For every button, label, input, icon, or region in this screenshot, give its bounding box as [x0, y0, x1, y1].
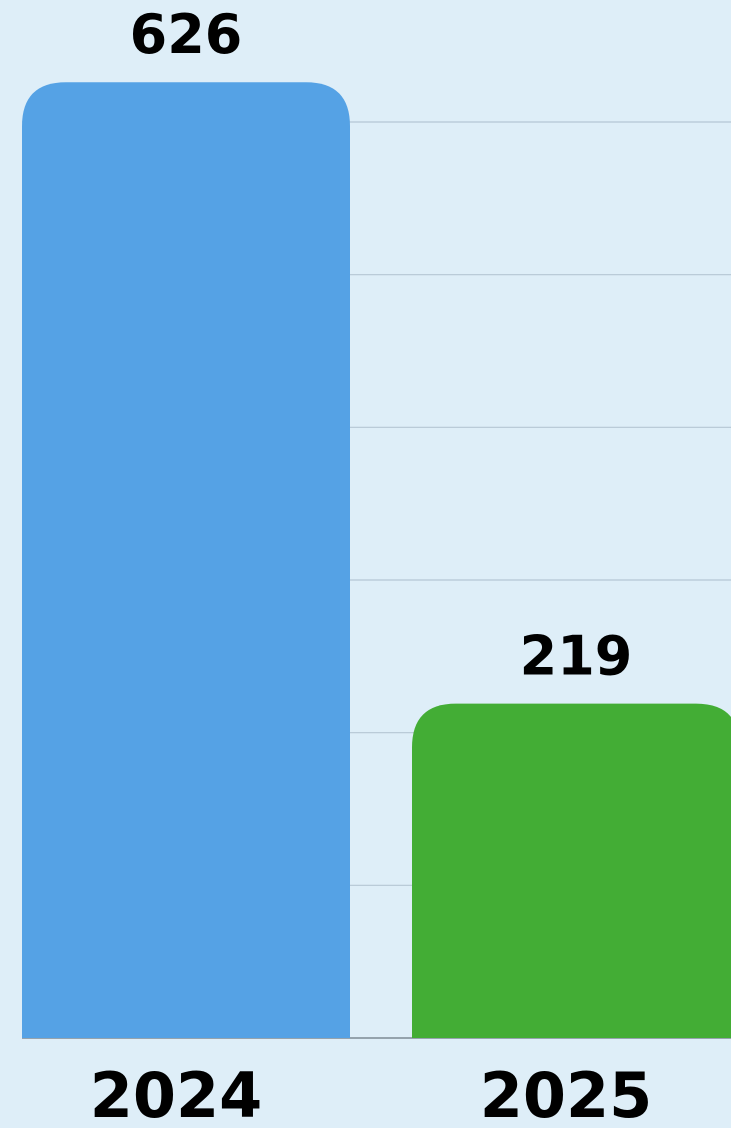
x-tick-label: 2024	[90, 1059, 263, 1128]
value-label: 626	[130, 3, 243, 66]
value-label: 219	[520, 624, 633, 687]
x-tick-label: 2025	[480, 1059, 653, 1128]
bar	[22, 82, 350, 1039]
bar	[412, 703, 731, 1038]
